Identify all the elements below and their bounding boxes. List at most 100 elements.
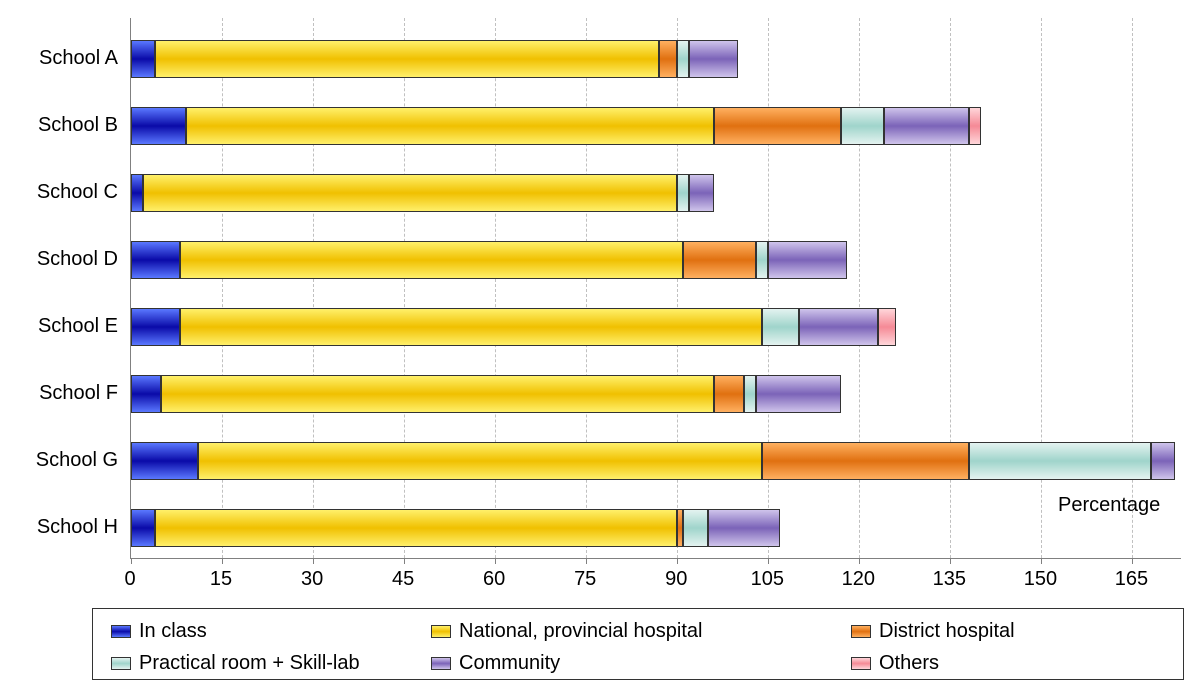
x-tick <box>859 558 860 564</box>
legend-label: National, provincial hospital <box>459 620 702 643</box>
bar-segment-in_class <box>131 442 198 480</box>
x-axis-title: Percentage <box>1058 494 1160 517</box>
bar-segment-community <box>708 509 781 547</box>
bar-segment-national <box>161 375 713 413</box>
legend-label: Others <box>879 652 939 675</box>
bar-segment-district <box>683 241 756 279</box>
bar-segment-national <box>155 40 659 78</box>
legend-label: In class <box>139 620 207 643</box>
plot-area <box>130 18 1181 559</box>
bar-row <box>131 375 841 413</box>
legend-item-community: Community <box>431 647 851 679</box>
bar-row <box>131 40 738 78</box>
bar-segment-national <box>180 241 684 279</box>
bar-segment-district <box>762 442 968 480</box>
legend-swatch <box>851 657 871 670</box>
bar-segment-community <box>1151 442 1175 480</box>
x-tick-label: 90 <box>665 568 687 591</box>
legend: In class National, provincial hospital Dis… <box>92 608 1184 680</box>
bar-segment-practical <box>841 107 883 145</box>
y-tick-label: School C <box>37 181 118 204</box>
bar-segment-in_class <box>131 375 161 413</box>
bar-segment-national <box>180 308 763 346</box>
bar-row <box>131 442 1175 480</box>
x-tick <box>586 558 587 564</box>
legend-item-in_class: In class <box>111 615 431 647</box>
x-tick <box>1041 558 1042 564</box>
legend-item-national: National, provincial hospital <box>431 615 851 647</box>
bar-segment-district <box>659 40 677 78</box>
bar-row <box>131 509 780 547</box>
x-tick-label: 0 <box>124 568 135 591</box>
legend-label: Community <box>459 652 560 675</box>
x-tick <box>677 558 678 564</box>
x-tick <box>222 558 223 564</box>
legend-label: District hospital <box>879 620 1015 643</box>
bar-segment-national <box>186 107 714 145</box>
y-tick-label: School A <box>39 47 118 70</box>
x-tick-label: 75 <box>574 568 596 591</box>
x-tick <box>768 558 769 564</box>
bar-segment-in_class <box>131 174 143 212</box>
bar-segment-in_class <box>131 308 180 346</box>
bar-row <box>131 174 714 212</box>
legend-item-district: District hospital <box>851 615 1171 647</box>
bar-segment-community <box>768 241 847 279</box>
bar-segment-in_class <box>131 107 186 145</box>
bar-segment-practical <box>677 174 689 212</box>
bar-segment-national <box>155 509 677 547</box>
bar-segment-community <box>756 375 841 413</box>
y-tick-label: School D <box>37 248 118 271</box>
legend-swatch <box>431 657 451 670</box>
x-tick <box>131 558 132 564</box>
x-tick-label: 120 <box>842 568 875 591</box>
legend-item-others: Others <box>851 647 1171 679</box>
y-tick-label: School H <box>37 516 118 539</box>
y-tick-label: School E <box>38 315 118 338</box>
bar-segment-in_class <box>131 241 180 279</box>
bar-segment-community <box>689 40 738 78</box>
bar-segment-practical <box>683 509 707 547</box>
bar-segment-practical <box>744 375 756 413</box>
legend-swatch <box>111 625 131 638</box>
legend-swatch <box>431 625 451 638</box>
x-tick <box>950 558 951 564</box>
x-tick-label: 60 <box>483 568 505 591</box>
legend-item-practical: Practical room + Skill-lab <box>111 647 431 679</box>
bar-segment-others <box>969 107 981 145</box>
y-tick-label: School B <box>38 114 118 137</box>
bar-segment-community <box>799 308 878 346</box>
x-tick-label: 135 <box>933 568 966 591</box>
y-tick-label: School F <box>39 382 118 405</box>
x-tick-label: 30 <box>301 568 323 591</box>
bar-row <box>131 308 896 346</box>
x-tick-label: 15 <box>210 568 232 591</box>
chart-container: School A School B School C School D School E… <box>0 0 1200 694</box>
x-tick <box>1132 558 1133 564</box>
y-tick-label: School G <box>36 449 118 472</box>
x-tick <box>313 558 314 564</box>
bar-row <box>131 107 981 145</box>
legend-swatch <box>851 625 871 638</box>
bar-segment-practical <box>762 308 798 346</box>
bar-row <box>131 241 847 279</box>
bar-segment-in_class <box>131 40 155 78</box>
bar-segment-community <box>689 174 713 212</box>
bar-segment-practical <box>969 442 1151 480</box>
bar-segment-others <box>878 308 896 346</box>
x-tick <box>404 558 405 564</box>
bar-segment-practical <box>756 241 768 279</box>
legend-label: Practical room + Skill-lab <box>139 652 360 675</box>
x-tick-label: 105 <box>751 568 784 591</box>
x-tick <box>495 558 496 564</box>
bar-segment-in_class <box>131 509 155 547</box>
bar-segment-national <box>143 174 677 212</box>
x-tick-label: 45 <box>392 568 414 591</box>
x-tick-label: 165 <box>1115 568 1148 591</box>
bar-segment-practical <box>677 40 689 78</box>
bar-segment-national <box>198 442 762 480</box>
bar-segment-district <box>714 107 841 145</box>
bar-segment-community <box>884 107 969 145</box>
bar-segment-district <box>714 375 744 413</box>
legend-swatch <box>111 657 131 670</box>
